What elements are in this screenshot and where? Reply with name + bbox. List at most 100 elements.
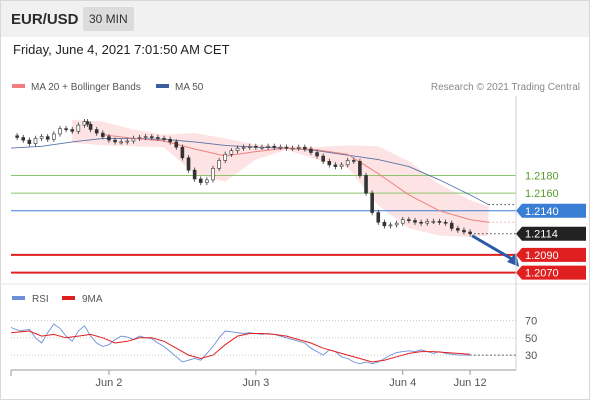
candle-body [162,138,166,140]
candle-body [290,147,295,150]
candle-body [88,123,93,130]
candle-body [370,192,374,213]
x-tick-label: Jun 12 [454,377,487,389]
candle-body [260,146,264,149]
legend-swatch [12,84,25,88]
candle-body [156,137,160,139]
candle-body [309,148,313,153]
candle-body [198,178,203,183]
level-label-1.2114: 1.2114 [525,229,558,241]
rsi-ma-line [10,330,471,363]
candle-body [254,146,258,148]
candle-body [168,138,172,143]
candle-body [143,136,148,138]
candle-body [425,221,430,224]
level-label-1.2180: 1.2180 [525,170,559,182]
level-label-1.2070: 1.2070 [525,268,559,280]
candle-body [303,146,307,150]
level-label-1.2090: 1.2090 [525,250,559,262]
level-tag-1.2070 [516,265,586,280]
level-tag-1.2140 [516,203,586,218]
candle-body [437,221,442,223]
candle-body [33,138,38,144]
candle-body [358,161,362,176]
rsi-line [10,323,471,365]
rsi-legend-label: 9MA [82,294,103,305]
legend-swatch [156,84,169,88]
candle-body [400,219,405,224]
candle-body [52,133,56,140]
candle-body [278,146,283,149]
candle-body [15,135,19,138]
candle-body [419,221,423,224]
candle-body [431,221,436,223]
candle-body [76,124,81,132]
bollinger-band [72,119,489,238]
candle-body [192,169,197,180]
candle-body [131,138,136,142]
level-tag-1.2090 [516,247,586,262]
candle-body [149,136,154,138]
candle-body [113,139,117,143]
candle-body [394,222,399,226]
level-label-1.2140: 1.2140 [525,206,559,218]
candle-body [39,136,44,139]
candle-body [82,121,87,126]
level-label-1.2160: 1.2160 [525,188,559,200]
instrument-title: EUR/USD [11,11,79,28]
candle-body [94,129,99,134]
candle-body [70,129,75,132]
candle-body [351,160,356,162]
legend-label: MA 50 [175,82,204,93]
timestamp: Friday, June 4, 2021 7:01:50 AM CET [13,42,230,57]
rsi-tick-label: 30 [525,350,537,362]
rsi-tick-label: 50 [525,333,537,345]
candle-body [333,164,338,167]
candle-body [107,136,111,141]
candle-body [449,222,454,229]
candle-body [217,160,221,169]
candle-body [345,160,350,166]
copyright-text: Research © 2021 Trading Central [431,82,580,93]
candle-body [327,161,332,166]
candle-body [272,146,277,148]
candle-body [407,219,411,221]
rsi-tick-label: 70 [525,316,537,328]
candle-body [315,152,319,157]
candle-body [296,146,301,149]
candle-body [205,179,209,183]
rsi-legend-label: RSI [32,294,49,305]
x-tick-label: Jun 2 [95,377,122,389]
candle-body [388,224,393,227]
candle-body [247,146,252,148]
x-tick-label: Jun 4 [389,377,416,389]
candle-body [64,128,68,130]
candle-body [462,229,466,233]
candle-body [364,175,368,194]
candle-body [413,220,417,223]
candle-body [211,168,215,181]
candle-body [284,146,289,149]
candle-body [443,221,448,224]
candle-body [119,141,123,144]
timeframe-badge[interactable]: 30 MIN [83,7,134,31]
x-tick-label: Jun 3 [242,377,269,389]
candle-body [468,231,472,235]
ma20-line [102,134,489,223]
candle-body [27,139,32,144]
forecast-arrow [471,234,516,263]
candle-body [266,146,270,148]
candle-body [229,150,234,155]
candle-body [186,157,191,171]
candle-body [223,153,228,161]
candle-body [21,137,26,141]
candle-body [58,128,62,135]
legend-label: MA 20 + Bollinger Bands [31,82,141,93]
candle-body [85,121,90,125]
candle-body [125,140,130,143]
candle-body [180,146,185,159]
rsi-legend-swatch [12,296,25,300]
candle-body [241,146,246,149]
